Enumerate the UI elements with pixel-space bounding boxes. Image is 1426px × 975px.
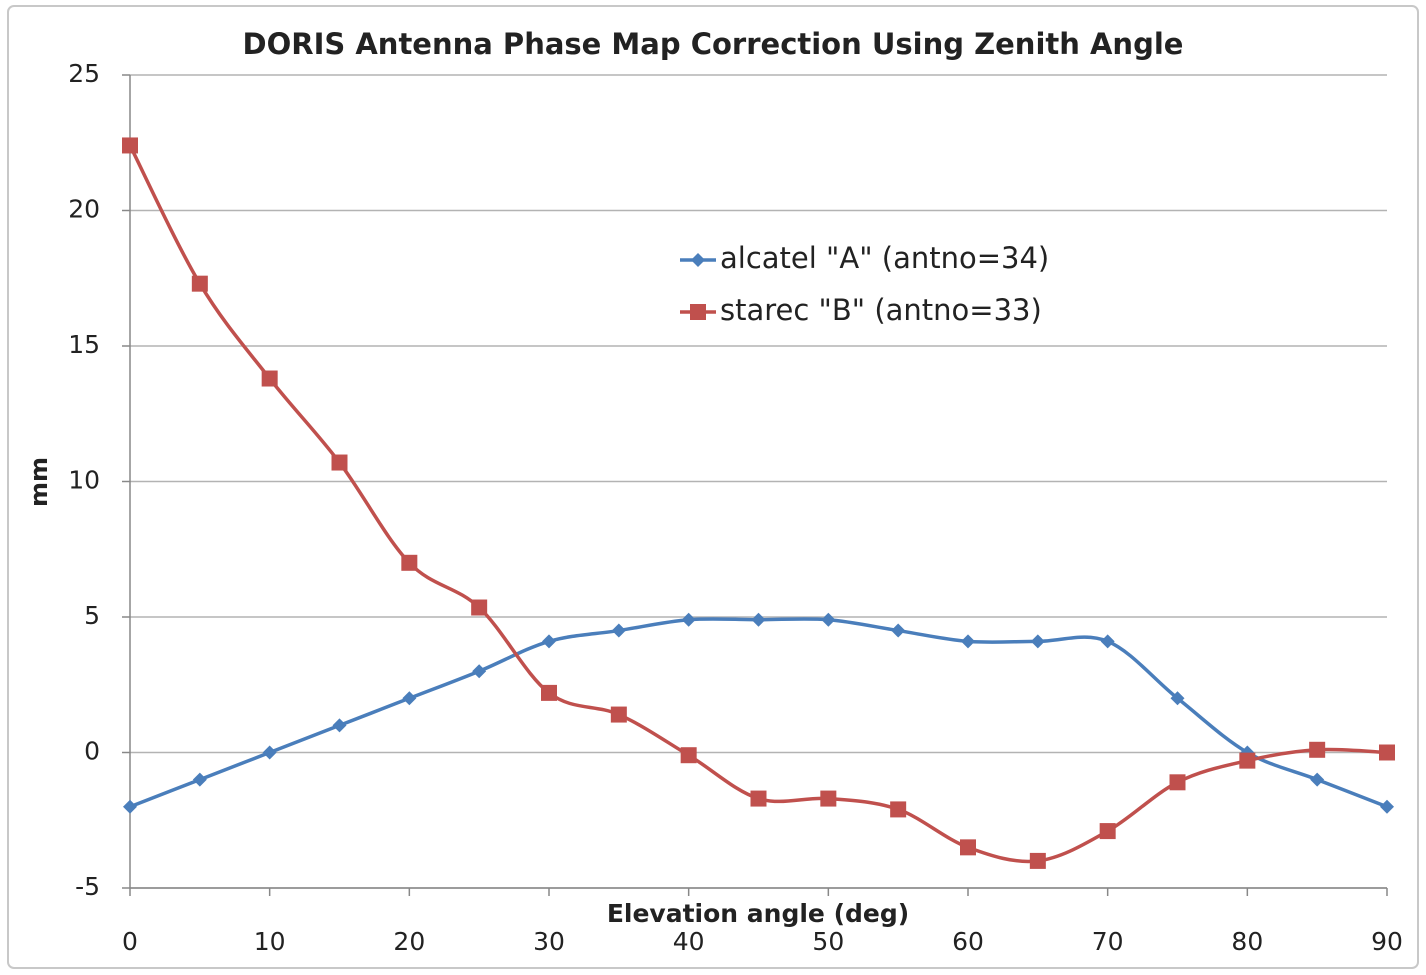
data-point bbox=[472, 664, 487, 679]
data-point bbox=[542, 634, 556, 649]
data-point bbox=[1239, 752, 1256, 769]
y-tick-label: 10 bbox=[68, 466, 100, 495]
data-point bbox=[611, 623, 626, 638]
data-point bbox=[122, 137, 138, 154]
data-point bbox=[471, 599, 488, 616]
data-point bbox=[821, 612, 836, 627]
x-tick-label: 10 bbox=[254, 927, 286, 956]
y-tick-label: 0 bbox=[84, 737, 100, 766]
legend-label: alcatel "A" (antno=34) bbox=[720, 241, 1049, 275]
data-point bbox=[1379, 744, 1395, 761]
y-tick-label: 15 bbox=[68, 330, 100, 359]
x-tick-label: 0 bbox=[122, 927, 138, 956]
data-point bbox=[750, 790, 767, 807]
x-tick-label: 20 bbox=[393, 927, 425, 956]
series-line bbox=[128, 144, 1388, 864]
data-point bbox=[610, 706, 627, 723]
data-point bbox=[820, 790, 837, 807]
legend-marker bbox=[690, 304, 706, 320]
data-point bbox=[401, 554, 418, 571]
y-tick-label: 25 bbox=[68, 59, 100, 88]
x-tick-label: 60 bbox=[952, 927, 984, 956]
data-point bbox=[681, 612, 696, 627]
data-point bbox=[541, 684, 557, 701]
data-point bbox=[1380, 799, 1394, 814]
data-point bbox=[1170, 691, 1185, 706]
x-tick-label: 70 bbox=[1092, 927, 1124, 956]
data-point bbox=[680, 747, 697, 764]
data-point bbox=[751, 612, 766, 627]
x-tick-label: 30 bbox=[533, 927, 565, 956]
x-axis-label: Elevation angle (deg) bbox=[607, 899, 909, 928]
x-tick-label: 90 bbox=[1371, 927, 1403, 956]
data-point bbox=[261, 370, 278, 387]
data-point bbox=[332, 718, 347, 733]
data-point bbox=[402, 691, 417, 706]
data-point bbox=[191, 275, 208, 292]
data-point bbox=[1100, 634, 1115, 649]
data-point bbox=[123, 799, 137, 814]
chart-frame bbox=[7, 5, 1419, 969]
data-point bbox=[1030, 634, 1045, 649]
data-point bbox=[331, 454, 348, 471]
x-tick-label: 50 bbox=[812, 927, 844, 956]
data-point bbox=[890, 801, 907, 818]
y-tick-label: -5 bbox=[75, 872, 100, 901]
data-point bbox=[891, 623, 906, 638]
data-point bbox=[1309, 741, 1326, 758]
y-tick-label: 5 bbox=[84, 601, 100, 630]
data-point bbox=[192, 772, 207, 787]
legend-marker bbox=[691, 253, 705, 267]
data-point bbox=[262, 745, 277, 760]
data-point bbox=[1310, 772, 1325, 787]
y-axis-label: mm bbox=[25, 457, 53, 507]
legend-label: starec "B" (antno=33) bbox=[720, 293, 1042, 327]
x-tick-label: 80 bbox=[1231, 927, 1263, 956]
x-tick-label: 40 bbox=[673, 927, 705, 956]
data-point bbox=[961, 634, 975, 649]
data-point bbox=[960, 839, 976, 856]
data-point bbox=[1099, 823, 1116, 840]
data-point bbox=[1029, 852, 1046, 869]
y-tick-label: 20 bbox=[68, 195, 100, 224]
chart-title: DORIS Antenna Phase Map Correction Using… bbox=[243, 27, 1184, 61]
data-point bbox=[1169, 774, 1186, 791]
